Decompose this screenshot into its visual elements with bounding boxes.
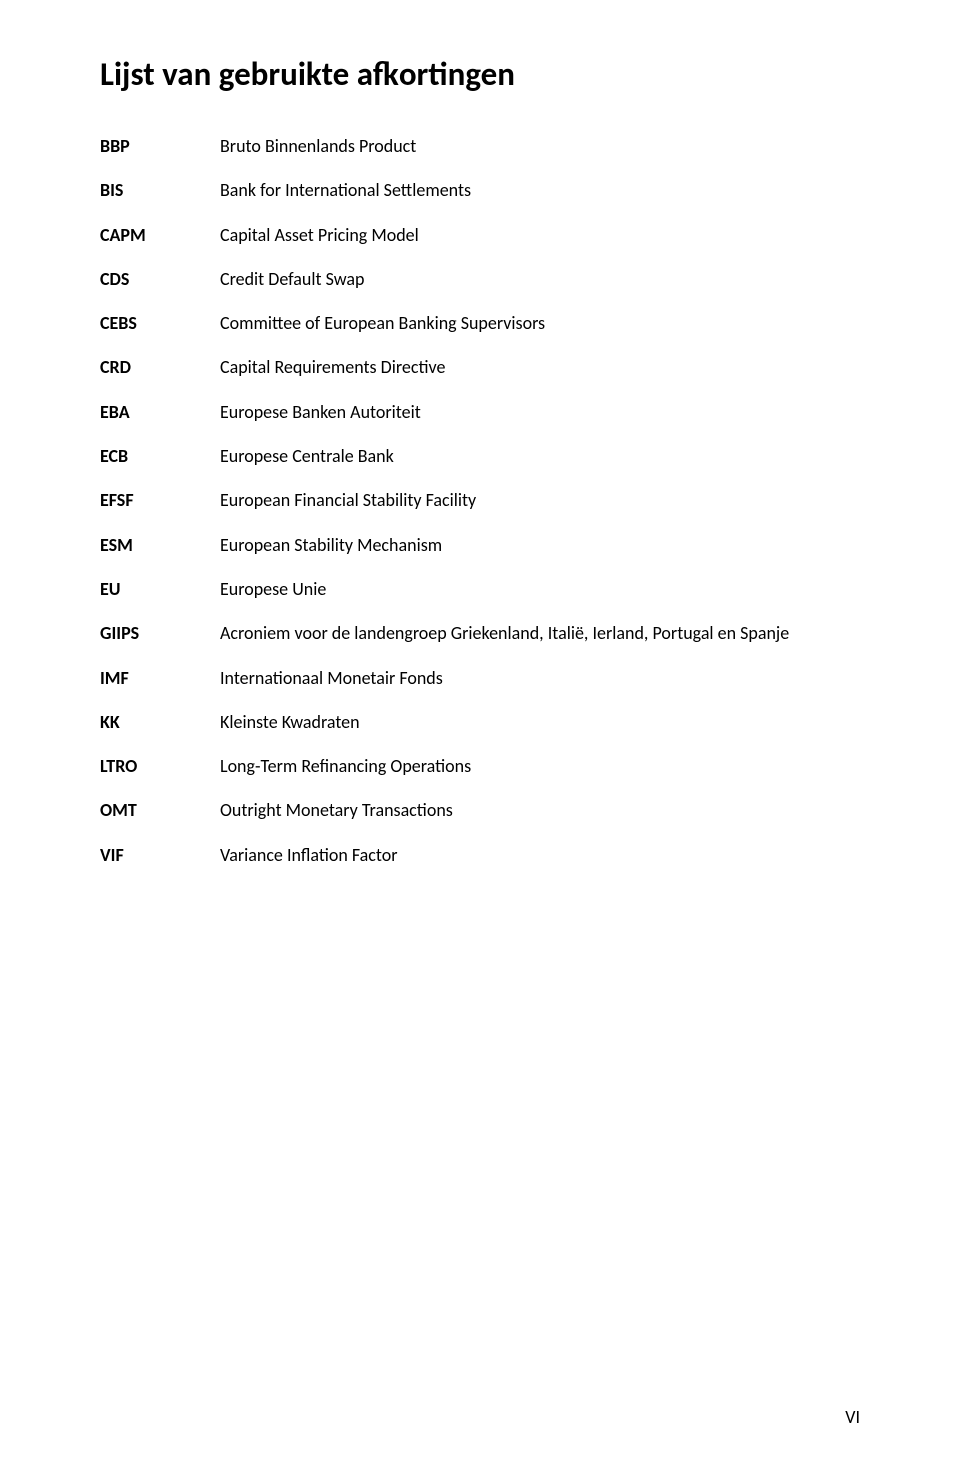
- abbr-term: VIF: [100, 843, 220, 887]
- abbr-term: LTRO: [100, 754, 220, 798]
- table-row: ECB Europese Centrale Bank: [100, 444, 860, 488]
- abbr-definition: Europese Centrale Bank: [220, 444, 860, 488]
- abbr-term: BIS: [100, 178, 220, 222]
- table-row: LTRO Long-Term Refinancing Operations: [100, 754, 860, 798]
- table-row: EU Europese Unie: [100, 577, 860, 621]
- table-row: IMF Internationaal Monetair Fonds: [100, 666, 860, 710]
- abbr-definition: Bank for International Settlements: [220, 178, 860, 222]
- abbr-definition: Long-Term Refinancing Operations: [220, 754, 860, 798]
- abbr-definition: Europese Unie: [220, 577, 860, 621]
- abbr-definition: Kleinste Kwadraten: [220, 710, 860, 754]
- abbr-definition: Credit Default Swap: [220, 267, 860, 311]
- table-row: KK Kleinste Kwadraten: [100, 710, 860, 754]
- abbr-definition: European Financial Stability Facility: [220, 488, 860, 532]
- table-row: BIS Bank for International Settlements: [100, 178, 860, 222]
- abbr-term: EU: [100, 577, 220, 621]
- table-row: EFSF European Financial Stability Facili…: [100, 488, 860, 532]
- table-row: VIF Variance Inflation Factor: [100, 843, 860, 887]
- abbr-definition: Internationaal Monetair Fonds: [220, 666, 860, 710]
- abbr-term: CAPM: [100, 223, 220, 267]
- abbr-term: CRD: [100, 355, 220, 399]
- abbreviations-table: BBP Bruto Binnenlands Product BIS Bank f…: [100, 134, 860, 887]
- abbr-definition: Europese Banken Autoriteit: [220, 400, 860, 444]
- abbr-definition: Outright Monetary Transactions: [220, 798, 860, 842]
- abbr-definition: Acroniem voor de landengroep Griekenland…: [220, 621, 860, 665]
- abbr-term: BBP: [100, 134, 220, 178]
- table-row: CEBS Committee of European Banking Super…: [100, 311, 860, 355]
- abbr-term: ESM: [100, 533, 220, 577]
- table-row: CRD Capital Requirements Directive: [100, 355, 860, 399]
- abbr-definition: Committee of European Banking Supervisor…: [220, 311, 860, 355]
- abbr-term: CDS: [100, 267, 220, 311]
- page-title: Lijst van gebruikte afkortingen: [100, 54, 860, 94]
- abbr-term: GIIPS: [100, 621, 220, 665]
- abbr-definition: Capital Asset Pricing Model: [220, 223, 860, 267]
- abbr-definition: Bruto Binnenlands Product: [220, 134, 860, 178]
- table-row: GIIPS Acroniem voor de landengroep Griek…: [100, 621, 860, 665]
- abbr-term: KK: [100, 710, 220, 754]
- table-row: OMT Outright Monetary Transactions: [100, 798, 860, 842]
- page-number: VI: [845, 1406, 860, 1428]
- abbr-term: OMT: [100, 798, 220, 842]
- abbreviations-body: BBP Bruto Binnenlands Product BIS Bank f…: [100, 134, 860, 887]
- page-container: Lijst van gebruikte afkortingen BBP Brut…: [0, 0, 960, 1462]
- abbr-term: CEBS: [100, 311, 220, 355]
- table-row: CAPM Capital Asset Pricing Model: [100, 223, 860, 267]
- table-row: ESM European Stability Mechanism: [100, 533, 860, 577]
- table-row: BBP Bruto Binnenlands Product: [100, 134, 860, 178]
- abbr-definition: Capital Requirements Directive: [220, 355, 860, 399]
- abbr-definition: European Stability Mechanism: [220, 533, 860, 577]
- abbr-term: IMF: [100, 666, 220, 710]
- abbr-term: ECB: [100, 444, 220, 488]
- abbr-definition: Variance Inflation Factor: [220, 843, 860, 887]
- abbr-term: EFSF: [100, 488, 220, 532]
- abbr-term: EBA: [100, 400, 220, 444]
- table-row: EBA Europese Banken Autoriteit: [100, 400, 860, 444]
- table-row: CDS Credit Default Swap: [100, 267, 860, 311]
